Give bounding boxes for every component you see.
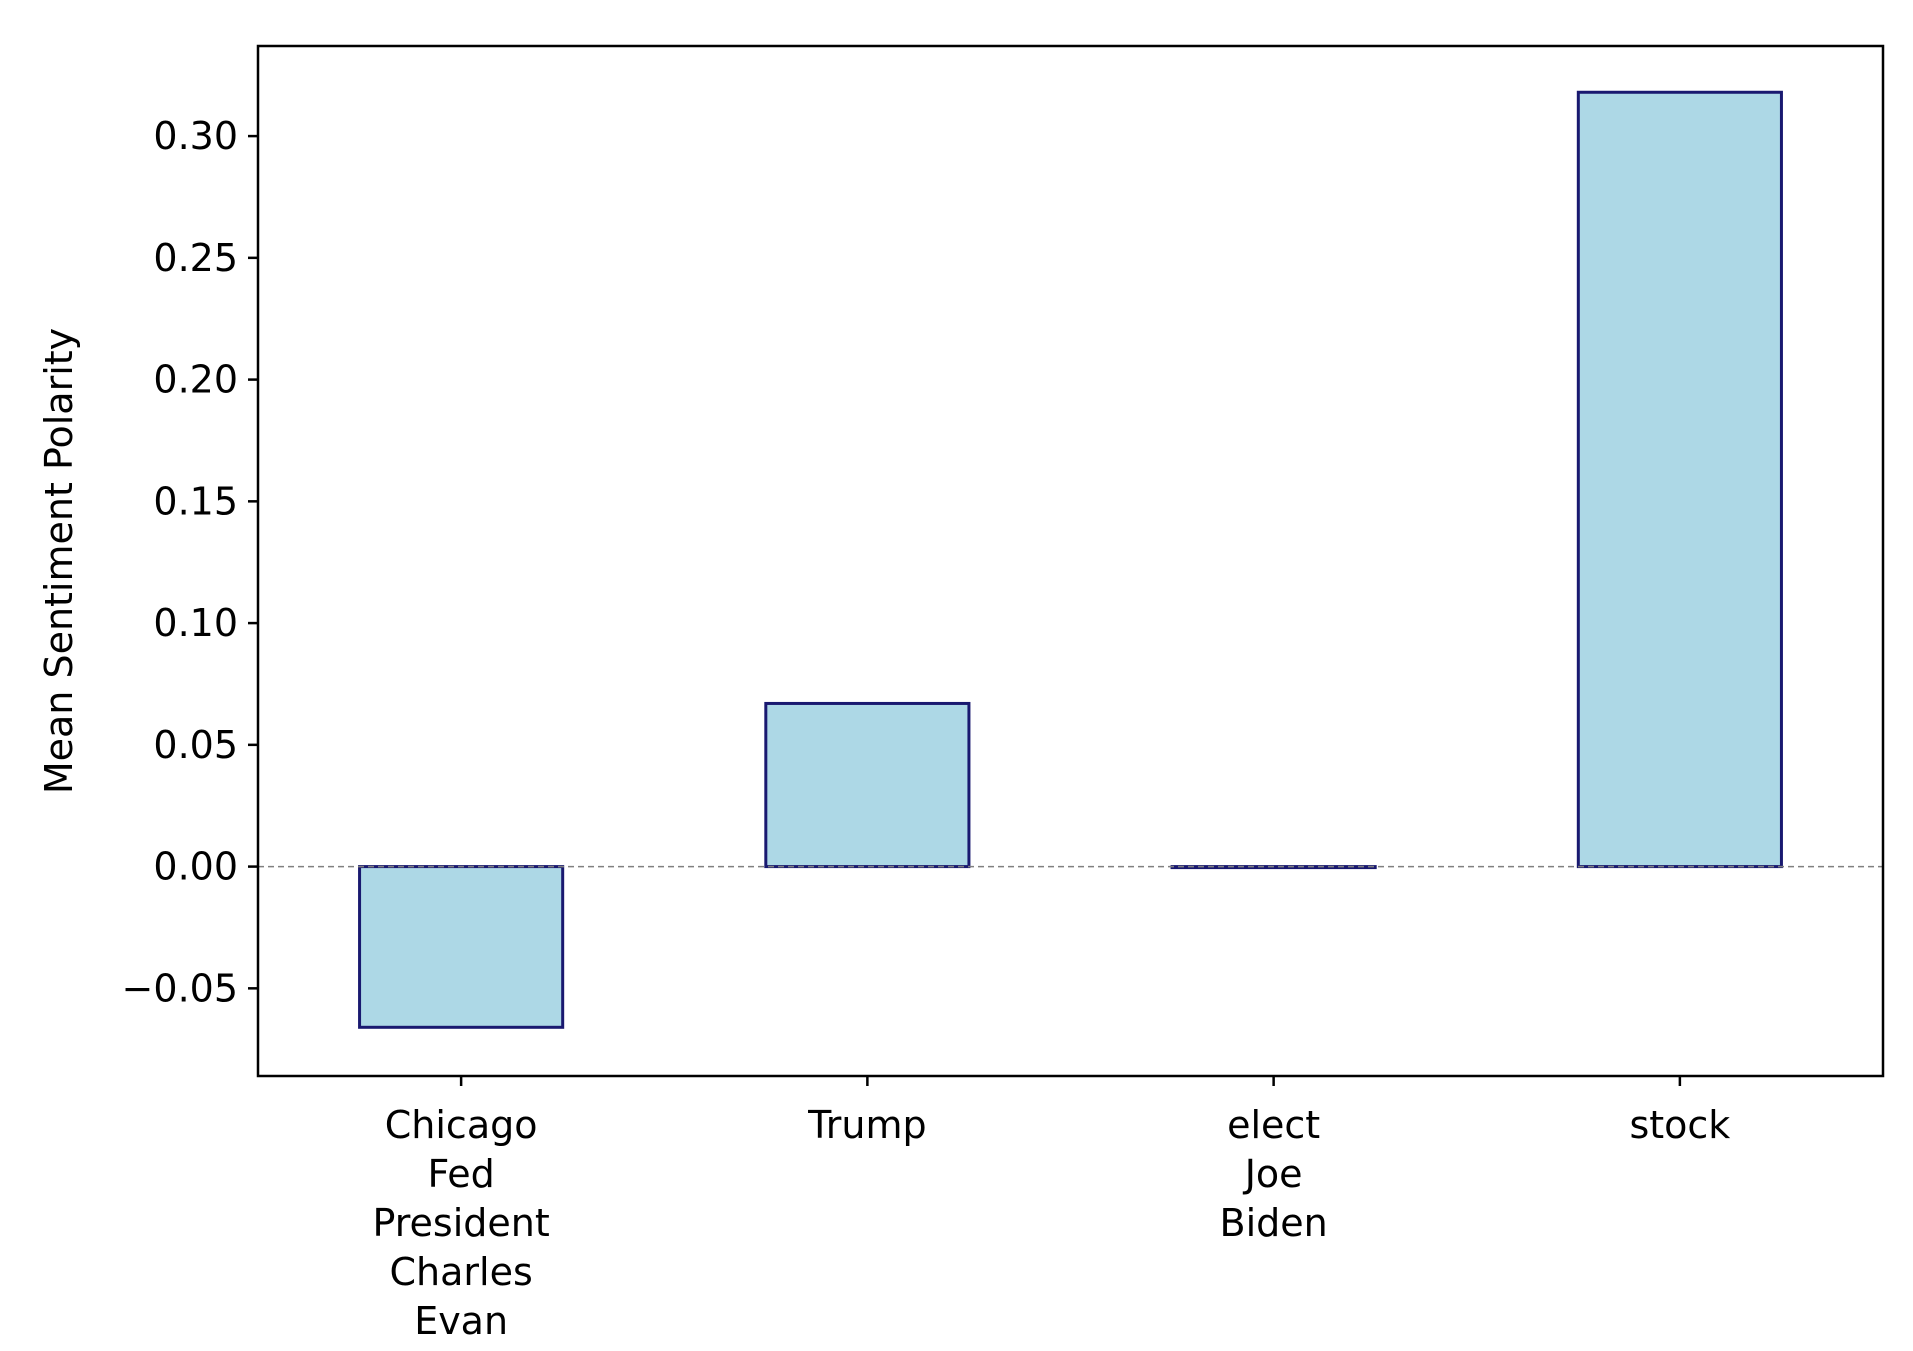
y-tick-label: 0.05 — [153, 723, 238, 767]
y-tick-label: 0.00 — [153, 845, 238, 889]
y-tick-label: 0.10 — [153, 601, 238, 645]
y-tick-label: −0.05 — [122, 966, 238, 1010]
bar-3 — [1576, 90, 1783, 869]
x-tick-label: Fed — [427, 1152, 494, 1196]
bar-1 — [764, 701, 971, 869]
bar-0 — [358, 865, 565, 1029]
y-tick-label: 0.25 — [153, 236, 238, 280]
x-tick-label: Chicago — [385, 1103, 538, 1147]
x-tick-label: President — [372, 1201, 549, 1245]
x-tick-label: Biden — [1220, 1201, 1328, 1245]
x-tick-label: elect — [1227, 1103, 1320, 1147]
y-tick-label: 0.30 — [153, 114, 238, 158]
y-tick-label: 0.15 — [153, 479, 238, 523]
plot-frame — [256, 44, 1885, 1078]
x-axis-ticks: Chicago Fed President Charles Evan Trump elect… — [372, 1076, 1730, 1343]
x-tick-label: Charles — [389, 1250, 532, 1294]
x-tick-label: Joe — [1243, 1152, 1303, 1196]
x-tick-label: Trump — [807, 1103, 926, 1147]
y-axis-ticks: −0.05 0.00 0.05 0.10 0.15 0.20 0.25 0.30 — [122, 114, 258, 1010]
x-tick-label: stock — [1629, 1103, 1730, 1147]
y-tick-label: 0.20 — [153, 358, 238, 402]
bars-group — [358, 90, 1783, 1029]
y-axis-title: Mean Sentiment Polarity — [37, 328, 81, 794]
x-tick-label: Evan — [414, 1299, 508, 1343]
